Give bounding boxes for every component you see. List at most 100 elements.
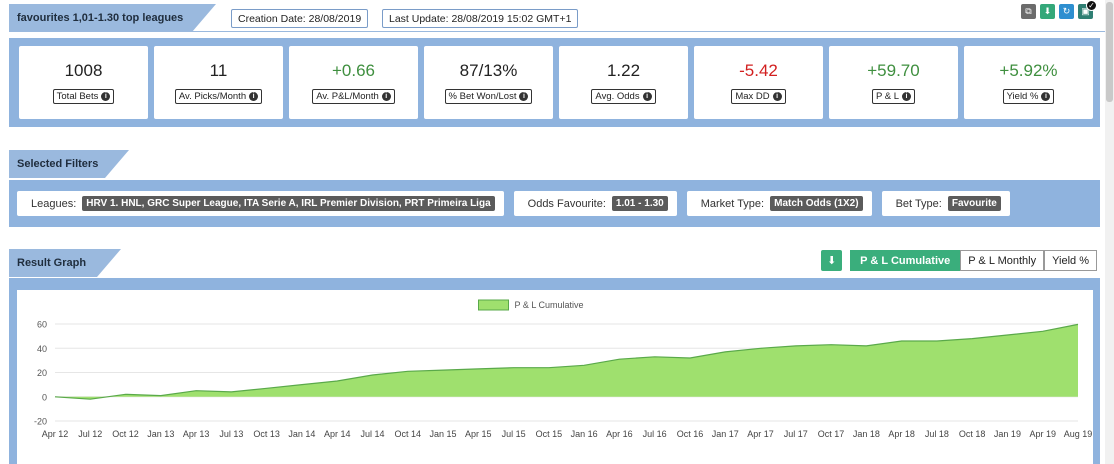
filter-chip: Leagues: HRV 1. HNL, GRC Super League, IT… [17,191,504,216]
x-tick-label: Jan 13 [147,429,174,439]
filter-value-tag: Favourite [947,196,1001,211]
copy-icon[interactable]: ⧉ [1021,4,1036,19]
stat-value: +59.70 [867,61,920,80]
stat-label-box[interactable]: Yield % i [1002,89,1055,104]
tab-pl-cumulative[interactable]: P & L Cumulative [850,250,961,271]
filter-chip: Odds Favourite: 1.01 - 1.30 [513,191,677,216]
x-tick-label: Jul 14 [360,429,384,439]
info-icon[interactable]: i [519,92,529,101]
stat-card: 11 Av. Picks/Month i [154,46,283,119]
x-tick-label: Oct 12 [112,429,139,439]
y-tick-label: 60 [37,320,47,330]
filters-panel: Leagues: HRV 1. HNL, GRC Super League, IT… [9,180,1100,227]
filter-value-tag: HRV 1. HNL, GRC Super League, ITA Serie … [82,196,495,211]
info-icon[interactable]: i [1041,92,1051,101]
y-tick-label: 40 [37,344,47,354]
stat-label: Yield % [1006,91,1039,102]
pl-line [54,323,1079,400]
x-tick-label: Jan 16 [571,429,598,439]
tab-label: P & L Cumulative [860,254,951,267]
x-tick-label: Jan 19 [994,429,1021,439]
x-tick-label: Jul 17 [784,429,808,439]
tab-yield[interactable]: Yield % [1044,250,1097,271]
stat-card: -5.42 Max DD i [694,46,823,119]
stat-card: +5.92% Yield % i [964,46,1093,119]
stat-value: 11 [209,61,228,80]
filter-value-tag: 1.01 - 1.30 [611,196,668,211]
stats-panel: 1008 Total Bets i 11 Av. Picks/Month i +0.66 Av… [9,38,1100,127]
stat-label: Av. P&L/Month [316,91,379,102]
stat-label-box[interactable]: % Bet Won/Lost i [444,89,533,104]
stat-card: 87/13% % Bet Won/Lost i [424,46,553,119]
x-tick-label: Jan 14 [288,429,315,439]
pl-chart: 60 40 20 0 -20 Apr 12 Jul 12 Oct 12 Jan 13 Apr 13… [34,299,1092,439]
graph-controls: ⬇ P & L Cumulative P & L Monthly Yield % [821,250,1097,271]
check-icon: ✓ [1086,0,1097,11]
x-tick-label: Aug 19 [1064,429,1092,439]
legend-swatch [478,299,509,311]
refresh-icon[interactable]: ↻ [1059,4,1074,19]
graph-panel: 60 40 20 0 -20 Apr 12 Jul 12 Oct 12 Jan 13 Apr 13… [9,278,1100,464]
header-divider [9,31,1105,32]
info-icon[interactable]: i [381,92,391,101]
x-tick-label: Jul 13 [219,429,243,439]
chart-container: 60 40 20 0 -20 Apr 12 Jul 12 Oct 12 Jan 13 Apr 13… [17,290,1093,464]
x-tick-label: Oct 17 [818,429,845,439]
x-tick-label: Apr 12 [42,429,69,439]
x-tick-label: Jul 15 [502,429,526,439]
stat-value: 1.22 [606,61,641,80]
x-tick-label: Oct 14 [395,429,422,439]
tab-label: Yield % [1052,254,1089,267]
info-icon[interactable]: i [249,92,259,101]
filters-title: Selected Filters [17,158,99,170]
info-icon[interactable]: i [902,92,912,101]
filter-chip: Market Type: Match Odds (1X2) [686,191,872,216]
x-tick-label: Jul 18 [925,429,949,439]
info-icon[interactable]: i [101,92,111,101]
x-tick-label: Apr 16 [606,429,633,439]
stat-label: Total Bets [56,91,99,102]
stat-label-box[interactable]: Av. P&L/Month i [312,89,395,104]
filters-tab: Selected Filters [9,150,129,178]
scrollbar-thumb[interactable] [1106,2,1113,102]
stat-value: 1008 [64,61,103,80]
last-update-chip: Last Update: 28/08/2019 15:02 GMT+1 [382,9,579,28]
legend-label: P & L Cumulative [515,300,584,310]
stat-value: +0.66 [331,61,375,80]
tab-label: P & L Monthly [968,254,1037,267]
stat-label-box[interactable]: Avg. Odds i [591,89,656,104]
chart-download-icon[interactable]: ⬇ [821,250,843,271]
x-tick-label: Oct 18 [959,429,986,439]
stat-value: +5.92% [999,61,1058,80]
filter-value-tag: Match Odds (1X2) [770,196,863,211]
x-tick-label: Jan 18 [853,429,880,439]
x-tick-label: Apr 15 [465,429,492,439]
filter-label: Odds Favourite: [527,197,606,210]
x-tick-label: Apr 17 [747,429,774,439]
stat-card: 1008 Total Bets i [19,46,148,119]
y-tick-label: 0 [42,392,47,402]
download-icon[interactable]: ⬇ [1040,4,1055,19]
save-icon[interactable]: ▣ ✓ [1078,0,1097,19]
x-tick-label: Apr 19 [1029,429,1056,439]
info-icon[interactable]: i [772,92,782,101]
result-graph-title: Result Graph [17,257,87,269]
stat-label-box[interactable]: Av. Picks/Month i [174,89,263,104]
last-update: Last Update: 28/08/2019 15:02 GMT+1 [389,12,572,25]
tab-pl-monthly[interactable]: P & L Monthly [960,250,1045,271]
x-tick-label: Jul 12 [78,429,102,439]
creation-date-chip: Creation Date: 28/08/2019 [231,9,369,28]
creation-date: Creation Date: 28/08/2019 [238,12,362,25]
stat-label: % Bet Won/Lost [448,91,517,102]
stat-label-box[interactable]: Max DD i [731,89,786,104]
x-tick-label: Jan 17 [712,429,739,439]
info-icon[interactable]: i [642,92,652,101]
scrollbar[interactable] [1105,0,1114,464]
y-tick-label: -20 [34,417,47,427]
filter-chip: Bet Type: Favourite [881,191,1010,216]
top-toolbar: ⧉ ⬇ ↻ ▣ ✓ [1021,0,1097,19]
stat-label-box[interactable]: Total Bets i [52,89,115,104]
x-tick-label: Jan 15 [430,429,457,439]
